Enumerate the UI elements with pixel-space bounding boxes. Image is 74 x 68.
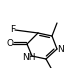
Text: N: N (58, 44, 64, 54)
Text: NH: NH (22, 52, 36, 61)
Text: O: O (7, 40, 13, 48)
Text: F: F (10, 25, 16, 34)
